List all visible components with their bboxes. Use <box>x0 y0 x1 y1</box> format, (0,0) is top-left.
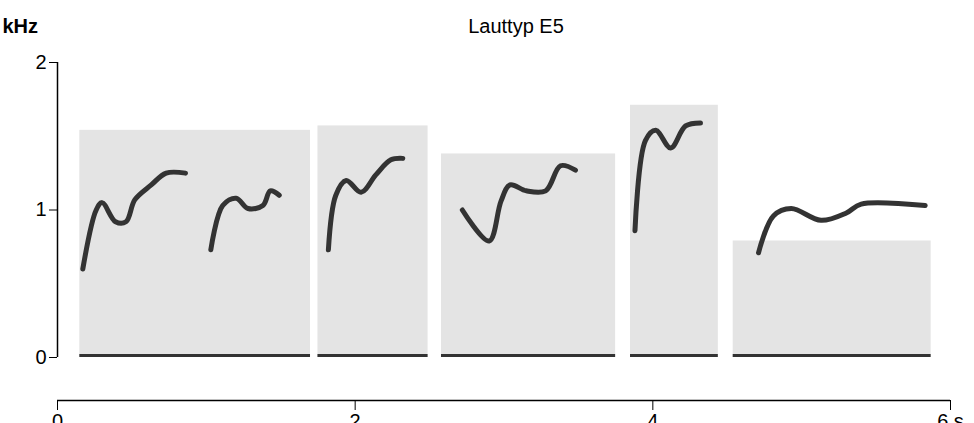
svg-text:1: 1 <box>35 198 46 220</box>
svg-text:4: 4 <box>647 410 658 423</box>
svg-text:6 s: 6 s <box>937 410 964 423</box>
svg-text:0: 0 <box>35 346 46 368</box>
svg-text:2: 2 <box>350 410 361 423</box>
svg-text:Lauttyp E5: Lauttyp E5 <box>468 15 564 37</box>
svg-text:0: 0 <box>52 410 63 423</box>
svg-text:2: 2 <box>35 51 46 73</box>
svg-text:kHz: kHz <box>3 15 39 37</box>
